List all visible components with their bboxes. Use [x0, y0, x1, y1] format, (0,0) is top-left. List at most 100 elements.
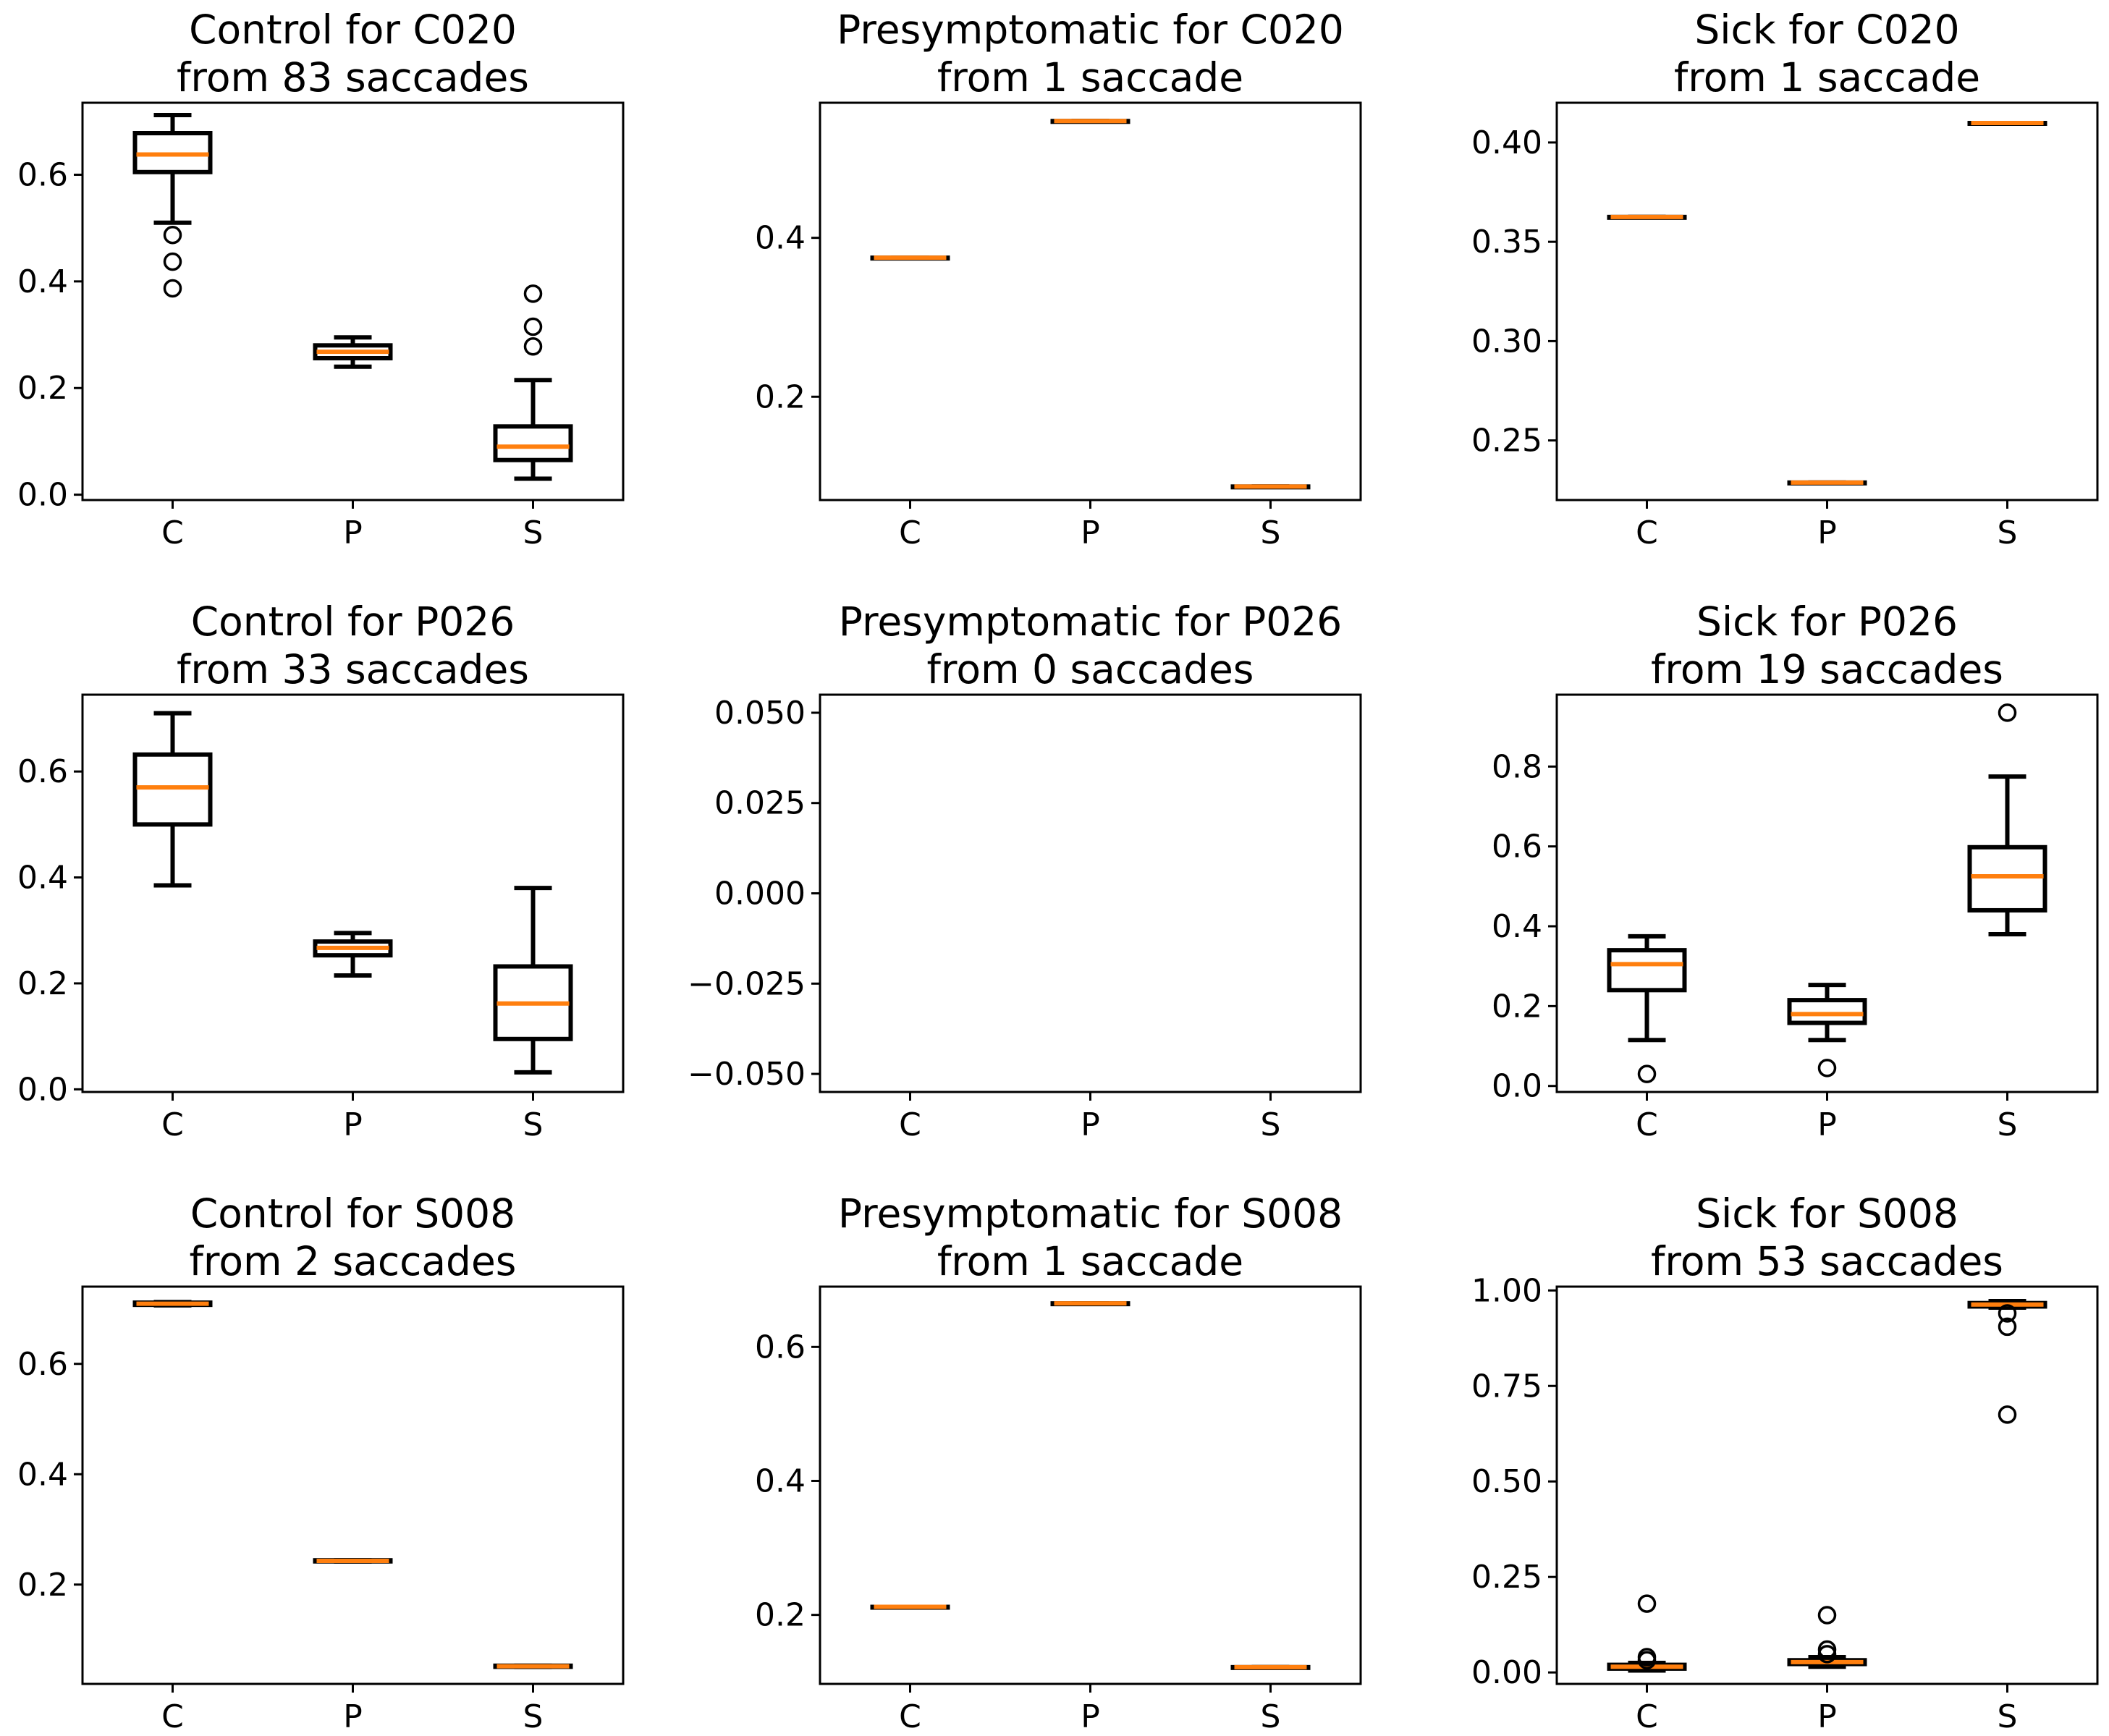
iqr-box [132, 752, 213, 827]
y-tick-label: 0.6 [17, 156, 68, 193]
x-tick-label: S [523, 515, 544, 551]
box-C [1607, 1594, 1687, 1673]
y-tick-label: 0.2 [755, 1597, 806, 1634]
plot-frame [81, 101, 625, 501]
y-tick-label: 0.4 [17, 263, 68, 300]
box-S [1967, 1299, 2047, 1424]
y-tick-label: 0.6 [755, 1329, 806, 1365]
panel-title: Sick for C020 [1694, 7, 1959, 53]
outlier-point [1998, 703, 2017, 722]
iqr-box [313, 343, 393, 360]
iqr-box [1787, 998, 1867, 1025]
y-tick-label: 0.2 [755, 378, 806, 415]
x-tick-label: P [1081, 1698, 1100, 1735]
box-C [1607, 214, 1687, 220]
y-tick-label: 0.30 [1471, 323, 1542, 360]
y-tick-label: 0.4 [755, 220, 806, 257]
x-tick-label: P [1081, 515, 1100, 551]
y-tick-label: 0.8 [1492, 748, 1542, 785]
x-tick-label: C [161, 1106, 184, 1143]
y-tick-label: 1.00 [1471, 1272, 1542, 1309]
y-tick-label: 0.2 [1492, 988, 1542, 1025]
y-tick-label: −0.025 [688, 965, 806, 1002]
outlier-point [523, 337, 543, 356]
x-tick-label: S [1261, 1106, 1281, 1143]
box-P [313, 335, 393, 369]
box-P [1787, 1606, 1867, 1669]
box-P [1050, 119, 1130, 124]
outlier-point [523, 317, 543, 336]
box-S [1967, 703, 2047, 937]
panel-title: Presymptomatic for S008 [838, 1190, 1343, 1237]
box-C [870, 1604, 950, 1610]
x-tick-label: C [1636, 1698, 1658, 1735]
outlier-point [1998, 1405, 2017, 1424]
outlier-point [1637, 1064, 1657, 1083]
iqr-box [493, 964, 573, 1041]
outlier-point [163, 226, 182, 245]
x-tick-label: S [1261, 515, 1281, 551]
outlier-point [1817, 1059, 1837, 1077]
box-C [132, 711, 213, 888]
x-tick-label: P [1081, 1106, 1100, 1143]
x-tick-label: P [343, 1106, 363, 1143]
iqr-box [1607, 948, 1687, 993]
y-tick-label: 0.0 [1492, 1068, 1542, 1105]
y-tick-label: 0.050 [714, 695, 806, 732]
x-tick-label: S [1998, 1698, 2018, 1735]
y-tick-label: 0.75 [1471, 1368, 1542, 1405]
outlier-point [1998, 1317, 2017, 1337]
x-tick-label: P [343, 1698, 363, 1735]
y-tick-label: 0.4 [1492, 908, 1542, 945]
x-tick-label: C [899, 515, 921, 551]
iqr-box [493, 424, 573, 462]
outlier-point [1817, 1645, 1837, 1664]
y-tick-label: 0.6 [1492, 829, 1542, 865]
iqr-box [1967, 844, 2047, 913]
box-P [313, 1558, 393, 1564]
panel-title: Sick for S008 [1696, 1190, 1958, 1237]
panel-subtitle: from 19 saccades [1651, 646, 2003, 693]
x-tick-label: S [523, 1698, 544, 1735]
iqr-box [313, 939, 393, 958]
panel-subtitle: from 33 saccades [177, 646, 529, 693]
iqr-box [132, 131, 213, 174]
x-tick-label: S [523, 1106, 544, 1143]
y-tick-label: 0.000 [714, 876, 806, 913]
x-tick-label: C [1636, 515, 1658, 551]
box-S [1230, 484, 1311, 490]
outlier-point [163, 252, 182, 271]
box-S [493, 1663, 573, 1669]
panel-title: Control for P026 [191, 598, 515, 645]
y-tick-label: 0.25 [1471, 423, 1542, 460]
panel-title: Sick for P026 [1696, 598, 1958, 645]
box-C [132, 112, 213, 298]
plot-frame [81, 1285, 625, 1685]
x-tick-label: S [1998, 515, 2018, 551]
x-tick-label: P [343, 515, 363, 551]
panel-subtitle: from 1 saccade [937, 54, 1243, 101]
outlier-point [1998, 1304, 2017, 1323]
y-tick-label: 0.6 [17, 753, 68, 790]
y-tick-label: 0.0 [17, 1071, 68, 1108]
y-tick-label: 0.2 [17, 370, 68, 407]
x-tick-label: S [1998, 1106, 2018, 1143]
box-P [1787, 983, 1867, 1077]
box-P [313, 931, 393, 978]
y-tick-label: 0.35 [1471, 224, 1542, 261]
outlier-point [1637, 1594, 1657, 1613]
box-S [493, 886, 573, 1075]
x-tick-label: P [1817, 1698, 1837, 1735]
y-tick-label: 0.2 [17, 965, 68, 1002]
panel-title: Presymptomatic for C020 [837, 7, 1344, 53]
panel-title: Control for C020 [189, 7, 517, 53]
